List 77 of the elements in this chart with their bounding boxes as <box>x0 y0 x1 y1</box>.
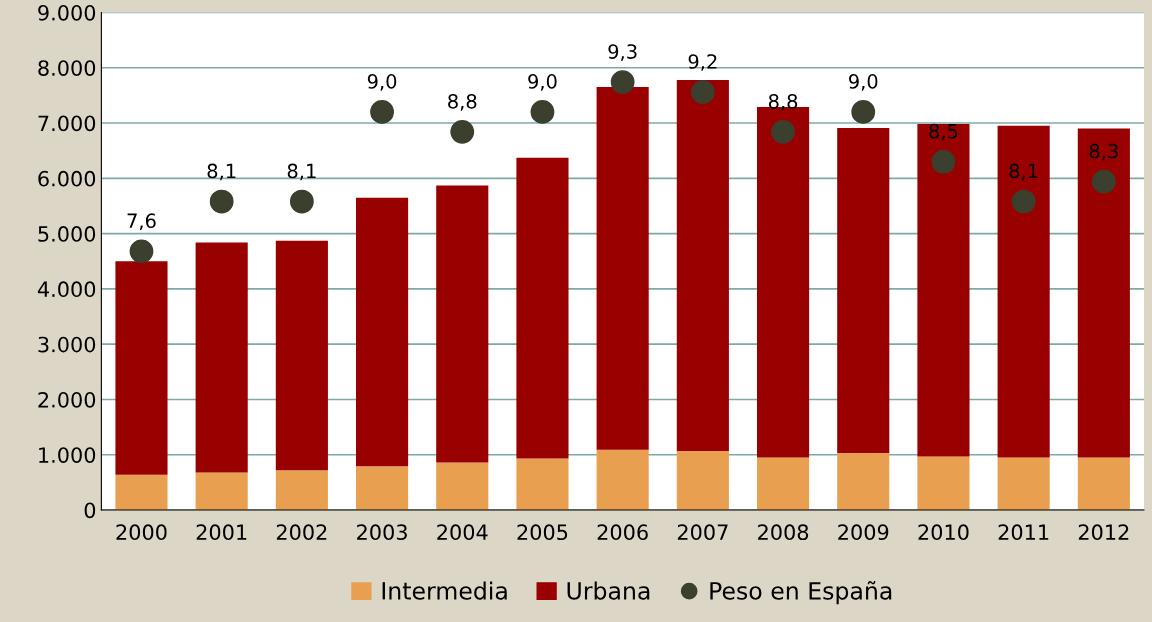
x-tick-label: 2002 <box>276 524 327 541</box>
x-tick-label: 2007 <box>677 524 728 541</box>
data-label: 8,8 <box>448 93 477 111</box>
y-tick-label: 3.000 <box>38 336 96 353</box>
data-label: 9,0 <box>528 74 557 91</box>
bar <box>997 457 1050 511</box>
bar <box>356 197 409 467</box>
point <box>370 100 394 124</box>
point <box>530 100 555 124</box>
data-label: 8,1 <box>1009 163 1038 181</box>
bar <box>516 157 569 459</box>
point <box>851 100 876 124</box>
bar <box>275 240 328 471</box>
bar <box>195 242 248 473</box>
bar <box>356 466 409 511</box>
bar <box>516 458 569 511</box>
bar <box>917 456 970 511</box>
data-label: 7,6 <box>127 213 156 231</box>
legend-label: Peso en España <box>710 581 892 605</box>
bar <box>436 462 489 511</box>
y-tick-label: 0 <box>84 502 96 519</box>
y-tick-label: 8.000 <box>38 60 96 76</box>
y-tick-label: 5.000 <box>38 226 96 242</box>
x-tick-label: 2003 <box>357 524 407 541</box>
point <box>289 189 314 214</box>
y-tick-label: 6.000 <box>38 170 96 187</box>
x-tick-label: 2008 <box>758 524 809 541</box>
data-label: 8,1 <box>287 163 316 181</box>
legend-label: Urbana <box>567 581 650 600</box>
bar <box>676 450 729 511</box>
point <box>610 70 635 94</box>
x-tick-label: 2011 <box>998 524 1049 541</box>
bar <box>997 125 1050 458</box>
x-tick-label: 2005 <box>517 524 568 541</box>
bar <box>275 470 328 511</box>
bar <box>436 185 489 463</box>
bar <box>1077 128 1130 458</box>
bar <box>115 474 168 511</box>
bar <box>195 472 248 511</box>
y-tick-label: 7.000 <box>38 115 96 132</box>
x-tick-label: 2004 <box>437 524 488 541</box>
bar <box>115 261 168 475</box>
point <box>1091 169 1116 194</box>
point <box>1011 189 1036 214</box>
bar <box>596 449 649 511</box>
bar <box>1077 457 1130 511</box>
x-tick-label: 2000 <box>116 524 167 541</box>
x-tick-label: 2012 <box>1078 524 1129 541</box>
point <box>450 119 475 144</box>
point <box>771 119 795 144</box>
data-label: 8,1 <box>207 163 236 181</box>
y-tick-label: 2.000 <box>38 391 96 408</box>
y-tick-label: 1.000 <box>39 447 96 463</box>
x-tick-label: 2010 <box>918 524 969 541</box>
y-tick-label: 9.000 <box>38 4 96 21</box>
data-label: 9,2 <box>688 54 717 71</box>
bar <box>837 127 890 454</box>
x-tick-label: 2009 <box>838 524 889 541</box>
bar <box>596 87 649 450</box>
bar <box>837 453 890 511</box>
data-label: 8,8 <box>768 93 798 111</box>
data-label: 9,0 <box>367 74 397 91</box>
bar <box>676 79 729 451</box>
legend-label: Intermedia <box>382 581 507 600</box>
bar <box>917 124 970 457</box>
point <box>690 80 715 104</box>
data-label: 8,5 <box>929 123 958 141</box>
data-label: 9,3 <box>608 44 637 61</box>
point <box>209 189 234 214</box>
point <box>931 149 956 174</box>
x-tick-label: 2001 <box>196 524 247 541</box>
bar <box>756 457 810 511</box>
y-tick-label: 4.000 <box>37 281 96 298</box>
data-label: 9,0 <box>849 74 878 91</box>
point <box>129 239 154 264</box>
data-label: 8,3 <box>1089 143 1118 161</box>
x-tick-label: 2006 <box>597 524 648 541</box>
